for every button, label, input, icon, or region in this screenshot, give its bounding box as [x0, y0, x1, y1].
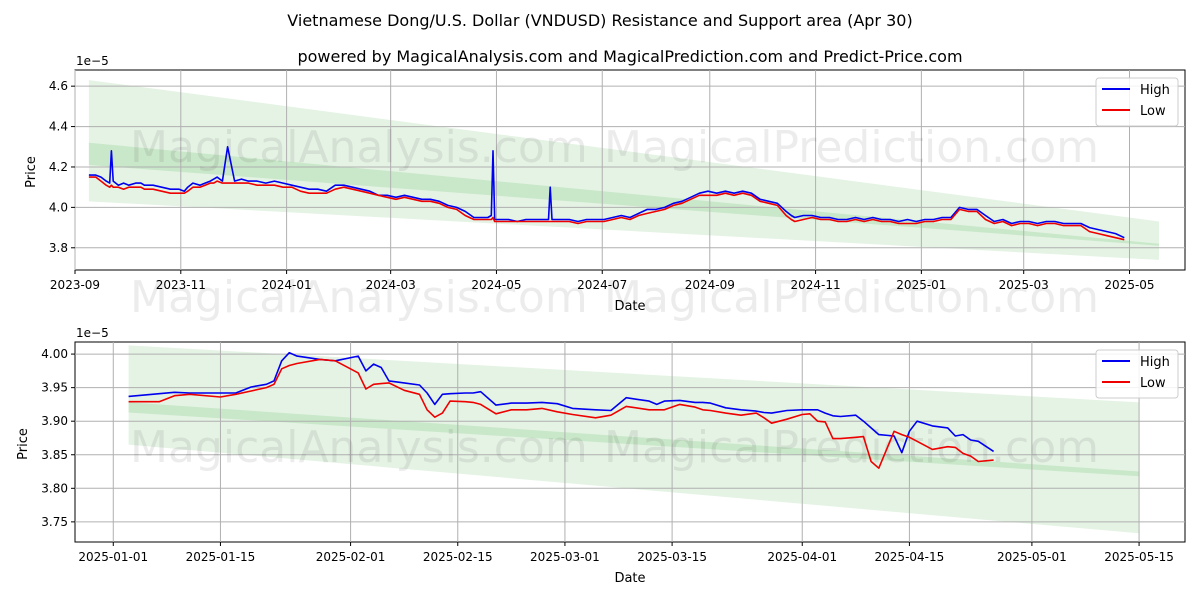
top-y-tick-label: 3.8: [49, 241, 68, 255]
bottom-x-tick-label: 2025-05-01: [997, 550, 1067, 564]
bottom-y-tick-label: 3.95: [41, 381, 68, 395]
top-series-high-line: [88, 146, 1125, 239]
watermark-prediction: MagicalPrediction.com: [604, 422, 1099, 473]
bottom-legend: High Low: [1095, 349, 1179, 399]
chart-subtitle: powered by MagicalAnalysis.com and Magic…: [297, 47, 962, 66]
top-x-tick-label: 2024-05: [471, 278, 521, 292]
bottom-y-tick-label: 4.00: [41, 347, 68, 361]
bottom-x-tick-label: 2025-01-15: [186, 550, 256, 564]
top-chart-panel: MagicalAnalysis.com MagicalPrediction.co…: [24, 54, 1186, 323]
bottom-chart-panel: MagicalAnalysis.com MagicalPrediction.co…: [16, 326, 1186, 586]
watermark-analysis: MagicalAnalysis.com: [130, 272, 588, 323]
bottom-x-tick-label: 2025-03-01: [530, 550, 600, 564]
bottom-plot-frame: [74, 341, 1186, 543]
top-y-tick-label: 4.4: [49, 120, 68, 134]
top-legend-low-label: Low: [1140, 104, 1166, 119]
watermark-analysis: MagicalAnalysis.com: [130, 122, 588, 173]
bottom-scale-label: 1e−5: [76, 326, 109, 340]
bottom-x-tick-label: 2025-03-15: [637, 550, 707, 564]
top-scale-label: 1e−5: [76, 54, 109, 68]
bottom-band-outer: [128, 345, 1140, 534]
top-legend: High Low: [1095, 77, 1179, 127]
top-x-tick-label: 2024-01: [262, 278, 312, 292]
watermark-prediction: MagicalPrediction.com: [604, 272, 1099, 323]
bottom-y-tick-label: 3.90: [41, 414, 68, 428]
top-band-outer: [88, 80, 1159, 260]
top-x-tick-label: 2023-11: [156, 278, 206, 292]
top-x-tick-label: 2025-03: [999, 278, 1049, 292]
top-y-tick-label: 4.2: [49, 160, 68, 174]
bottom-x-tick-label: 2025-01-01: [78, 550, 148, 564]
bottom-series-low-line: [128, 358, 994, 469]
top-x-axis-label: Date: [614, 299, 645, 314]
bottom-y-tick-label: 3.75: [41, 515, 68, 529]
bottom-x-tick-label: 2025-02-01: [316, 550, 386, 564]
bottom-x-tick-label: 2025-04-01: [767, 550, 837, 564]
top-x-tick-label: 2023-09: [50, 278, 100, 292]
top-x-tick-label: 2024-09: [685, 278, 735, 292]
bottom-y-axis-label: Price: [16, 428, 31, 460]
top-x-tick-label: 2025-05: [1104, 278, 1154, 292]
top-x-tick-label: 2024-07: [577, 278, 627, 292]
top-legend-high-label: High: [1140, 83, 1170, 98]
watermark-analysis: MagicalAnalysis.com: [130, 422, 588, 473]
bottom-x-axis-label: Date: [614, 571, 645, 586]
bottom-x-tick-label: 2025-02-15: [423, 550, 493, 564]
top-x-tick-label: 2024-03: [366, 278, 416, 292]
bottom-y-tick-label: 3.80: [41, 481, 68, 495]
top-series-low-line: [88, 176, 1125, 241]
bottom-x-tick-label: 2025-04-15: [875, 550, 945, 564]
bottom-legend-high-label: High: [1140, 355, 1170, 370]
bottom-series-high-line: [128, 351, 995, 454]
bottom-x-tick-label: 2025-05-15: [1104, 550, 1174, 564]
top-y-axis-label: Price: [24, 156, 39, 188]
top-x-tick-label: 2025-01: [896, 278, 946, 292]
watermark-prediction: MagicalPrediction.com: [604, 122, 1099, 173]
top-y-tick-label: 4.0: [49, 200, 68, 214]
top-y-tick-label: 4.6: [49, 79, 68, 93]
top-x-tick-label: 2024-11: [791, 278, 841, 292]
chart-title: Vietnamese Dong/U.S. Dollar (VNDUSD) Res…: [287, 11, 912, 30]
bottom-legend-low-label: Low: [1140, 376, 1166, 391]
bottom-y-tick-label: 3.85: [41, 448, 68, 462]
